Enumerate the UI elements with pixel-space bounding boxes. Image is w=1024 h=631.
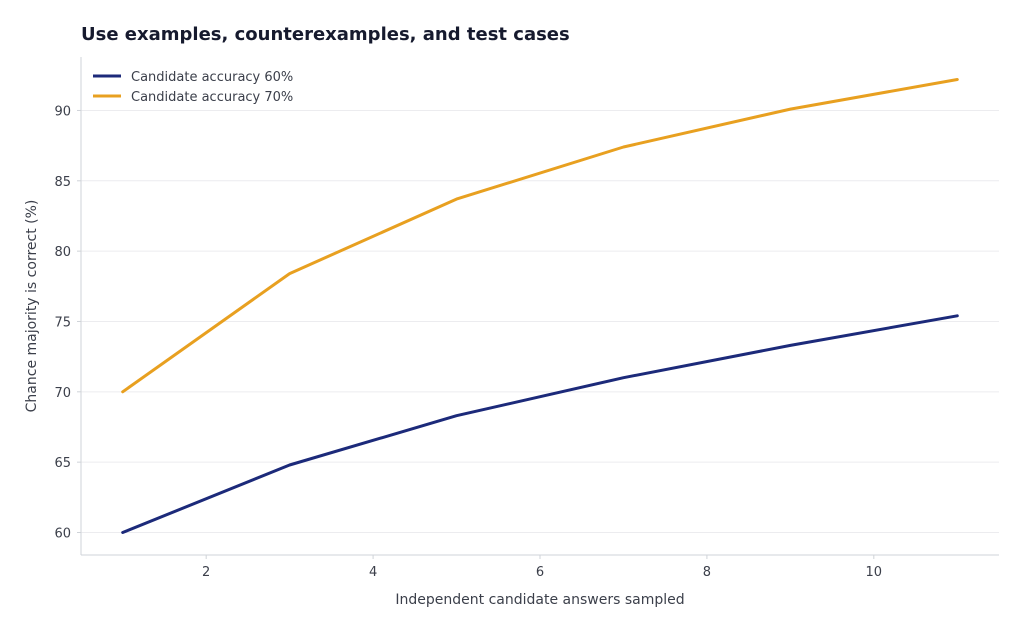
x-tick-label: 10 — [866, 565, 883, 580]
chart-title: Use examples, counterexamples, and test … — [81, 24, 570, 45]
x-axis-label: Independent candidate answers sampled — [395, 592, 684, 608]
legend: Candidate accuracy 60% Candidate accuracy… — [93, 70, 293, 105]
x-tick-label: 8 — [703, 565, 711, 580]
y-tick-label: 65 — [54, 456, 71, 471]
series-lines — [121, 78, 959, 534]
grid — [81, 109, 999, 533]
y-tick-label: 75 — [54, 315, 71, 330]
y-tick-label: 70 — [54, 386, 71, 401]
x-tick-label: 4 — [369, 565, 377, 580]
y-axis-label: Chance majority is correct (%) — [24, 200, 40, 413]
y-tick-label: 80 — [54, 245, 71, 260]
series-line-2 — [121, 78, 959, 394]
x-tick-labels: 2 4 6 8 10 — [202, 555, 882, 580]
y-tick-label: 60 — [54, 526, 71, 541]
x-tick-label: 2 — [202, 565, 210, 580]
y-tick-label: 90 — [54, 104, 71, 119]
x-tick-label: 6 — [536, 565, 544, 580]
y-tick-label: 85 — [54, 175, 71, 190]
legend-label: Candidate accuracy 60% — [131, 70, 293, 85]
series-line-1 — [121, 314, 959, 534]
legend-label: Candidate accuracy 70% — [131, 90, 293, 105]
y-tick-labels: 60 65 70 75 80 85 90 — [54, 104, 81, 541]
